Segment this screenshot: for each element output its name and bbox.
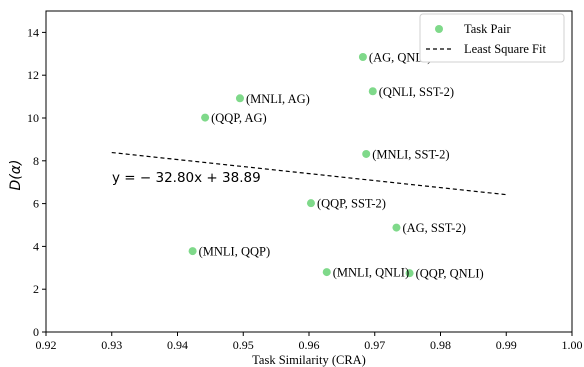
axes: 0.92 0.93 0.94 0.95 0.96 0.97 0.98 0.99 1.00 0 2 4 6…: [27, 10, 583, 352]
data-point: [405, 269, 414, 278]
point-label: (QQP, QNLI): [416, 267, 484, 281]
x-tick-label: 0.94: [167, 338, 188, 352]
data-point: [362, 149, 371, 158]
data-point: [358, 53, 367, 62]
x-tick-label: 1.00: [562, 338, 583, 352]
point-label: (AG, SST-2): [402, 221, 465, 235]
data-point: [322, 268, 331, 277]
legend: Task Pair Least Square Fit: [419, 13, 565, 63]
x-tick-label: 0.99: [496, 338, 517, 352]
point-label: (AG, QNLI): [369, 51, 431, 65]
point-label: (MNLI, AG): [246, 92, 310, 106]
point-label: (QQP, SST-2): [317, 197, 386, 211]
y-tick-label: 14: [27, 25, 39, 39]
legend-box: [419, 13, 565, 63]
data-point: [368, 87, 377, 96]
x-tick-label: 0.96: [299, 338, 320, 352]
data-point: [201, 113, 210, 122]
x-tick-label: 0.93: [101, 338, 122, 352]
legend-label-fit: Least Square Fit: [464, 42, 546, 56]
y-tick-label: 0: [33, 325, 39, 339]
x-axis-title: Task Similarity (CRA): [252, 353, 366, 367]
y-tick-label: 10: [27, 111, 39, 125]
data-point: [235, 94, 244, 103]
y-tick-label: 8: [33, 154, 39, 168]
data-point: [392, 223, 401, 232]
point-labels: (AG, QNLI) (MNLI, AG) (QNLI, SST-2) (QQP, A…: [199, 51, 484, 281]
legend-marker-task-pair: [435, 25, 443, 33]
point-label: (MNLI, QQP): [199, 245, 271, 259]
data-point: [306, 199, 315, 208]
point-label: (MNLI, QNLI): [333, 266, 409, 280]
y-tick-label: 4: [33, 239, 39, 253]
y-tick-label: 12: [27, 68, 39, 82]
x-tick-label: 0.97: [364, 338, 385, 352]
x-tick-label: 0.92: [36, 338, 57, 352]
data-point: [188, 247, 197, 256]
point-label: (MNLI, SST-2): [372, 147, 449, 161]
y-tick-label: 2: [33, 282, 39, 296]
legend-label-task-pair: Task Pair: [464, 22, 512, 36]
points-layer: [188, 53, 414, 278]
fit-line: [111, 151, 507, 196]
y-tick-label: 6: [33, 197, 39, 211]
point-label: (QQP, AG): [211, 111, 267, 125]
y-axis-title: D(α): [8, 160, 24, 191]
x-tick-label: 0.98: [430, 338, 451, 352]
x-tick-label: 0.95: [233, 338, 254, 352]
fit-equation-label: y = − 32.80x + 38.89: [112, 170, 261, 186]
point-label: (QNLI, SST-2): [379, 85, 454, 99]
fit-layer: [111, 151, 507, 196]
